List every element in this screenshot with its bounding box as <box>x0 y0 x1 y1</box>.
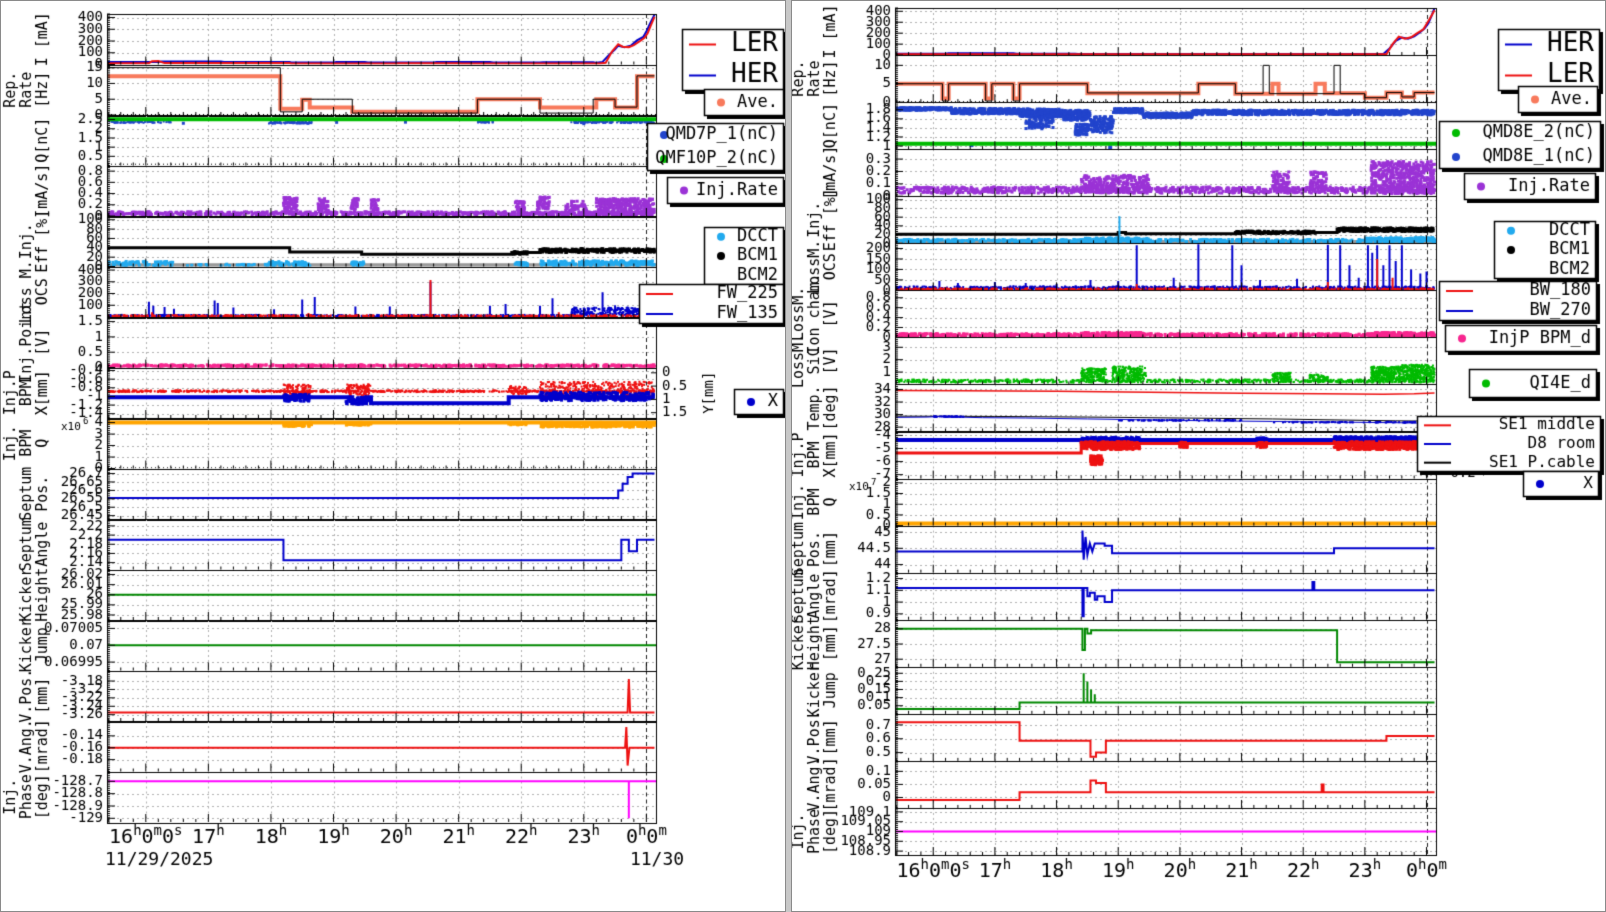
her-injection-panel <box>791 0 1606 912</box>
her-strip-chart-canvas <box>792 1 1605 911</box>
panel-divider <box>786 0 791 912</box>
ler-strip-chart-canvas <box>1 1 785 911</box>
ler-injection-panel <box>0 0 786 912</box>
